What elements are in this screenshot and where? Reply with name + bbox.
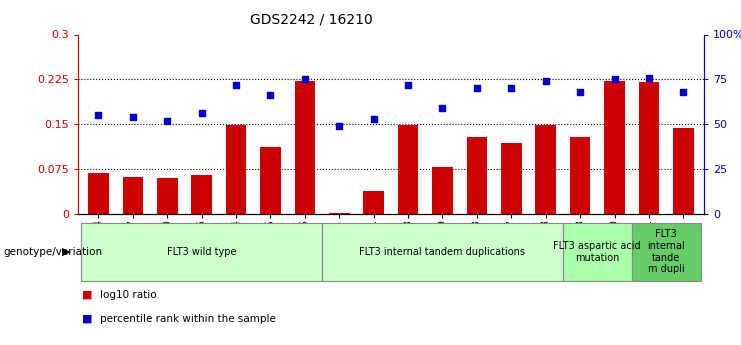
Point (230, 82, 242, 88)
Text: FLT3 aspartic acid
mutation: FLT3 aspartic acid mutation (554, 241, 641, 263)
Bar (294, 81, 315, 214)
Point (436, 105, 448, 111)
Point (471, 86, 483, 91)
Point (608, 77, 620, 82)
Bar (467, 137, 487, 214)
Bar (535, 125, 556, 214)
Point (368, 116, 379, 121)
Point (196, 111, 207, 116)
Bar (563, 223, 631, 281)
Text: genotype/variation: genotype/variation (4, 247, 103, 257)
Text: log10 ratio: log10 ratio (100, 290, 156, 300)
Bar (329, 213, 350, 214)
Bar (639, 82, 659, 214)
Point (93, 112, 104, 118)
Bar (82, 223, 322, 281)
Point (127, 114, 139, 120)
Bar (673, 128, 694, 214)
Point (162, 118, 173, 124)
Point (574, 89, 586, 95)
Bar (322, 223, 563, 281)
Point (333, 123, 345, 129)
Bar (191, 175, 212, 214)
Bar (122, 177, 143, 214)
Bar (398, 125, 419, 214)
Text: FLT3
internal
tande
m dupli: FLT3 internal tande m dupli (647, 229, 685, 274)
Bar (260, 147, 281, 214)
Text: FLT3 wild type: FLT3 wild type (167, 247, 236, 257)
Bar (570, 137, 591, 214)
Point (265, 93, 276, 98)
Bar (631, 223, 700, 281)
Point (299, 77, 310, 82)
Text: GDS2242 / 16210: GDS2242 / 16210 (250, 12, 373, 26)
Bar (501, 143, 522, 214)
Bar (157, 178, 178, 214)
Point (677, 89, 689, 95)
Text: ■: ■ (82, 314, 92, 324)
Point (402, 82, 414, 88)
Text: FLT3 internal tandem duplications: FLT3 internal tandem duplications (359, 247, 525, 257)
Point (539, 78, 551, 84)
Point (643, 75, 655, 80)
Bar (226, 125, 246, 214)
Bar (363, 191, 384, 214)
Text: percentile rank within the sample: percentile rank within the sample (100, 314, 276, 324)
Text: ■: ■ (82, 290, 92, 300)
Bar (432, 167, 453, 214)
Text: ▶: ▶ (62, 247, 70, 257)
Point (505, 86, 517, 91)
Bar (604, 81, 625, 214)
Bar (88, 173, 109, 214)
